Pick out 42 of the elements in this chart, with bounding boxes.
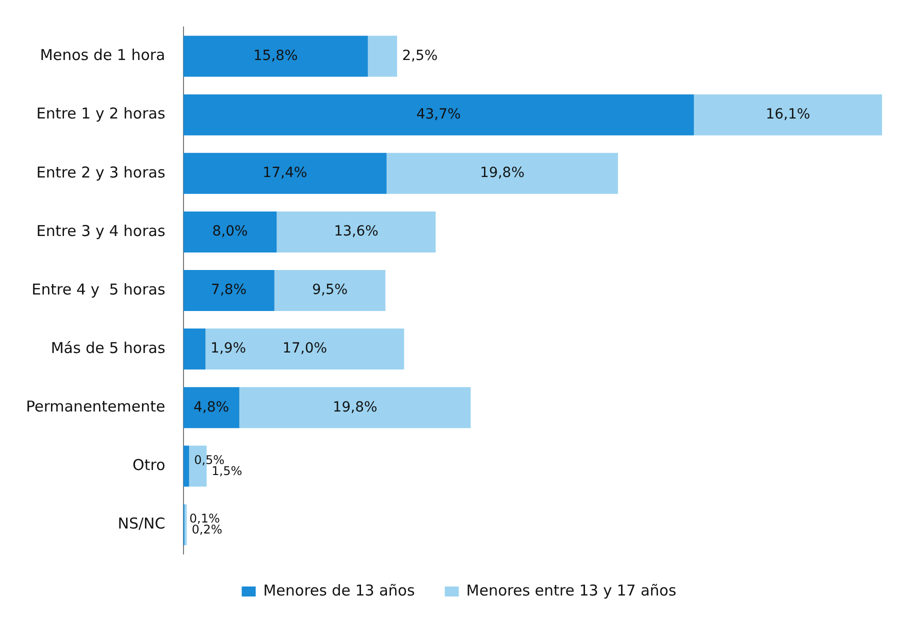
bar <box>276 211 436 252</box>
bar <box>183 36 368 77</box>
bar <box>184 504 187 546</box>
legend-label: Menores entre 13 y 17 años <box>466 581 676 600</box>
data-label: 19,8% <box>332 399 378 416</box>
bar <box>694 94 882 136</box>
y-tick-label: Permanentemente <box>26 398 166 416</box>
bar <box>183 446 190 487</box>
data-label: 19,8% <box>480 165 525 182</box>
bar <box>183 94 694 136</box>
y-tick-label: NS/NC <box>118 514 166 533</box>
y-tick-label: Entre 3 y 4 horas <box>36 222 166 240</box>
y-tick-label: Otro <box>132 456 166 474</box>
bar <box>183 328 206 370</box>
data-label: 9,5% <box>312 282 348 298</box>
data-label: 1,9% <box>210 340 246 357</box>
data-label: 8,0% <box>212 224 248 240</box>
bar <box>386 152 618 194</box>
bar <box>239 387 471 428</box>
data-label: 15,8% <box>253 48 298 64</box>
bar <box>183 270 274 311</box>
y-tick-label: Menos de 1 hora <box>40 46 166 64</box>
data-label: 17,4% <box>262 165 308 182</box>
y-tick-label: Entre 4 y 5 horas <box>32 280 166 298</box>
y-tick-label: Entre 1 y 2 horas <box>36 104 166 123</box>
bar <box>183 152 387 194</box>
bar <box>205 328 404 370</box>
data-label: 16,1% <box>766 106 810 122</box>
data-label: 17,0% <box>282 340 328 357</box>
bar <box>183 387 240 428</box>
y-tick-label: Entre 2 y 3 horas <box>36 163 166 182</box>
data-label: 13,6% <box>334 224 378 240</box>
bar <box>183 211 277 252</box>
data-label: 43,7% <box>416 106 461 122</box>
legend-label: Menores de 13 años <box>263 581 415 600</box>
data-label: 0,1% <box>189 511 220 526</box>
data-label: 2,5% <box>402 48 438 64</box>
bar <box>274 270 386 311</box>
data-label: 4,8% <box>194 399 230 416</box>
data-label: 7,8% <box>211 282 247 298</box>
y-tick-label: Más de 5 horas <box>50 338 166 357</box>
bar <box>368 36 398 77</box>
